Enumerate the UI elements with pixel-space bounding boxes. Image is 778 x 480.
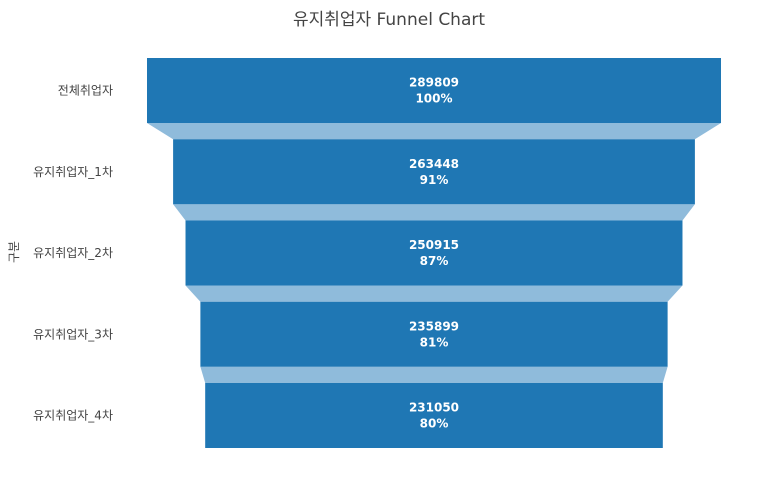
funnel-bar [185, 220, 683, 286]
bar-percent-label: 91% [420, 173, 449, 187]
y-axis-title: 구분 [7, 241, 21, 263]
funnel-connector [147, 123, 721, 140]
funnel-bar [173, 139, 695, 205]
bar-value-label: 250915 [409, 238, 459, 252]
funnel-connectors [147, 123, 721, 383]
chart-title: 유지취업자 Funnel Chart [293, 10, 485, 30]
bar-value-label: 231050 [409, 401, 459, 415]
funnel-bar [147, 58, 721, 123]
funnel-connector [173, 204, 695, 221]
bar-value-label: 235899 [409, 319, 459, 333]
funnel-connector [185, 285, 683, 302]
y-tick-label: 전체취업자 [58, 84, 113, 98]
y-tick-label: 유지취업자_3차 [33, 327, 113, 341]
funnel-bar [200, 301, 668, 367]
funnel-bar [205, 383, 663, 448]
bar-percent-label: 81% [420, 335, 449, 349]
funnel-connector [200, 366, 668, 383]
bar-percent-label: 87% [420, 254, 449, 268]
bar-percent-label: 100% [415, 92, 452, 106]
bar-labels: 289809 100% 263448 91% 250915 87% 235899 81% 231… [409, 76, 459, 431]
bar-value-label: 263448 [409, 157, 459, 171]
y-tick-label: 유지취업자_2차 [33, 246, 113, 260]
y-tick-label: 유지취업자_1차 [33, 165, 113, 179]
y-tick-label: 유지취업자_4차 [33, 409, 113, 423]
bar-percent-label: 80% [420, 417, 449, 431]
funnel-bars [147, 58, 721, 448]
bar-value-label: 289809 [409, 76, 459, 90]
